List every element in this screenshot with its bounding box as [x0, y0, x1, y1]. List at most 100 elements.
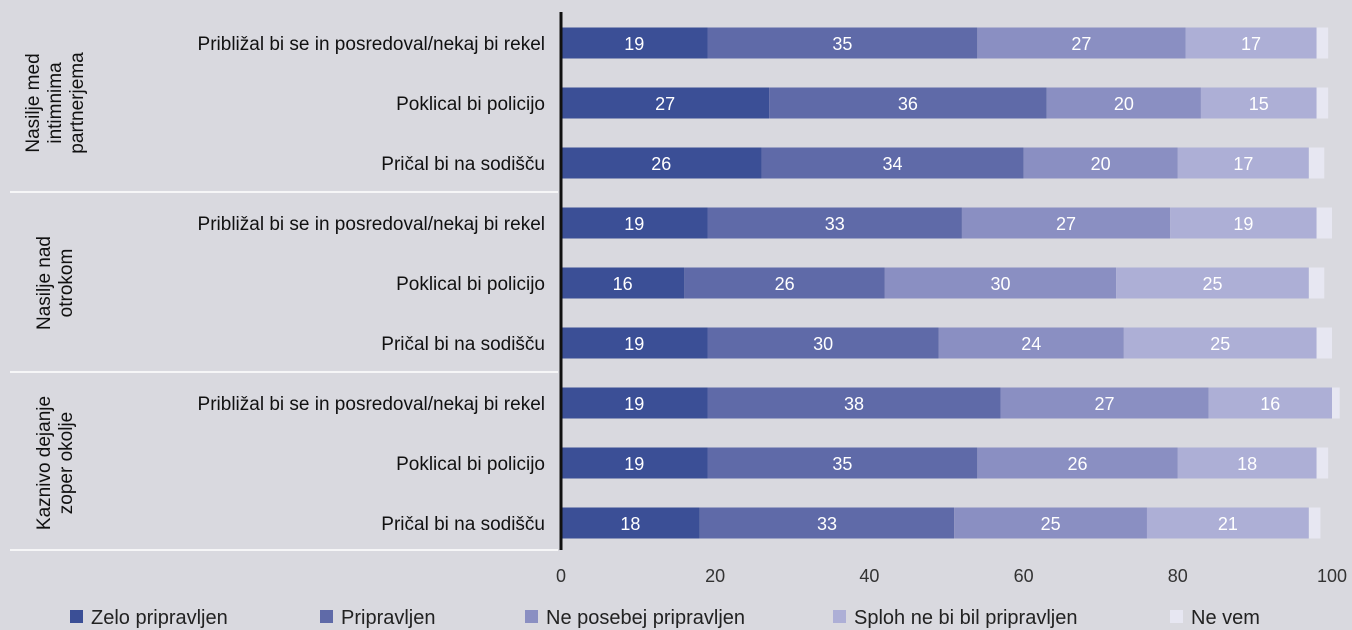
bar-segment: [707, 327, 939, 359]
bar-segment: [954, 507, 1147, 539]
bar-segment: [707, 27, 978, 59]
legend-swatch: [1170, 610, 1183, 623]
data-label: 27: [655, 94, 675, 114]
bar-segment: [561, 267, 685, 299]
data-label: 19: [624, 454, 644, 474]
data-label: 35: [832, 454, 852, 474]
legend-label: Ne vem: [1191, 607, 1260, 629]
data-label: 27: [1095, 394, 1115, 414]
bar-segment: [761, 147, 1024, 179]
x-tick-label: 20: [705, 566, 725, 586]
data-label: 34: [883, 154, 903, 174]
data-label: 25: [1210, 334, 1230, 354]
data-label: 19: [1233, 214, 1253, 234]
bar-segment: [561, 87, 770, 119]
legend-swatch: [525, 610, 538, 623]
legend-label: Ne posebej pripravljen: [546, 607, 745, 629]
bar-segment: [1023, 147, 1178, 179]
legend-swatch: [320, 610, 333, 623]
bar-segment: [1308, 267, 1325, 299]
data-label: 20: [1091, 154, 1111, 174]
category-label: Pričal bi na sodišču: [381, 154, 545, 175]
category-label: Poklical bi policijo: [396, 94, 545, 115]
data-label: 17: [1233, 154, 1253, 174]
category-label: Približal bi se in posredoval/nekaj bi r…: [198, 394, 545, 415]
bar-segment: [1200, 87, 1317, 119]
data-label: 17: [1241, 34, 1261, 54]
bar-segment: [561, 27, 708, 59]
bar-segment: [1116, 267, 1309, 299]
bar-segment: [938, 327, 1124, 359]
bar-segment: [1332, 387, 1340, 419]
bar-segment: [977, 447, 1178, 479]
legend-label: Sploh ne bi bil pripravljen: [854, 607, 1077, 629]
bar-segment: [561, 207, 708, 239]
bar-segment: [884, 267, 1117, 299]
bar-segment: [1185, 27, 1317, 59]
data-label: 35: [832, 34, 852, 54]
category-label: Pričal bi na sodišču: [381, 334, 545, 355]
data-label: 33: [825, 214, 845, 234]
data-label: 18: [620, 514, 640, 534]
data-label: 25: [1202, 274, 1222, 294]
category-label: Poklical bi policijo: [396, 454, 545, 475]
group-label: Nasilje nadotrokom: [34, 236, 77, 330]
legend-label: Pripravljen: [341, 607, 435, 629]
bar-segment: [561, 507, 700, 539]
bar-segment: [1308, 147, 1325, 179]
data-label: 15: [1249, 94, 1269, 114]
data-label: 19: [624, 394, 644, 414]
bar-segment: [1308, 507, 1321, 539]
legend-label: Zelo pripravljen: [91, 607, 228, 629]
bar-segment: [561, 327, 708, 359]
group-label: Kaznivo dejanjezoper okolje: [34, 396, 77, 530]
x-tick-label: 0: [556, 566, 566, 586]
data-label: 27: [1071, 34, 1091, 54]
bar-segment: [1146, 507, 1309, 539]
bar-segment: [769, 87, 1047, 119]
bar-segment: [1123, 327, 1317, 359]
data-label: 26: [1068, 454, 1088, 474]
data-label: 30: [813, 334, 833, 354]
x-tick-label: 60: [1014, 566, 1034, 586]
x-tick-label: 40: [859, 566, 879, 586]
category-label: Pričal bi na sodišču: [381, 514, 545, 535]
bar-segment: [561, 387, 708, 419]
bar-segment: [707, 447, 978, 479]
category-label: Poklical bi policijo: [396, 274, 545, 295]
legend-swatch: [833, 610, 846, 623]
data-label: 18: [1237, 454, 1257, 474]
bar-segment: [1177, 147, 1309, 179]
category-label: Približal bi se in posredoval/nekaj bi r…: [198, 34, 545, 55]
bar-segment: [707, 387, 1001, 419]
data-label: 16: [1260, 394, 1280, 414]
bar-segment: [707, 207, 962, 239]
bar-segment: [1316, 207, 1332, 239]
bar-segment: [977, 27, 1186, 59]
data-label: 19: [624, 214, 644, 234]
data-label: 30: [990, 274, 1010, 294]
bar-segment: [1316, 87, 1329, 119]
bar-segment: [561, 447, 708, 479]
data-label: 24: [1021, 334, 1041, 354]
bar-segment: [1316, 447, 1329, 479]
bar-segment: [561, 147, 762, 179]
bar-segment: [1177, 447, 1317, 479]
group-label: Nasilje medintimnimapartnerjema: [23, 52, 88, 154]
data-label: 27: [1056, 214, 1076, 234]
data-label: 33: [817, 514, 837, 534]
bar-segment: [699, 507, 955, 539]
data-label: 20: [1114, 94, 1134, 114]
bar-segment: [1000, 387, 1209, 419]
data-label: 16: [613, 274, 633, 294]
bar-segment: [1208, 387, 1332, 419]
data-label: 26: [651, 154, 671, 174]
bar-segment: [1316, 327, 1332, 359]
bar-segment: [684, 267, 885, 299]
category-label: Približal bi se in posredoval/nekaj bi r…: [198, 214, 545, 235]
x-tick-label: 80: [1168, 566, 1188, 586]
x-tick-label: 100: [1317, 566, 1347, 586]
legend-swatch: [70, 610, 83, 623]
bar-segment: [1170, 207, 1317, 239]
